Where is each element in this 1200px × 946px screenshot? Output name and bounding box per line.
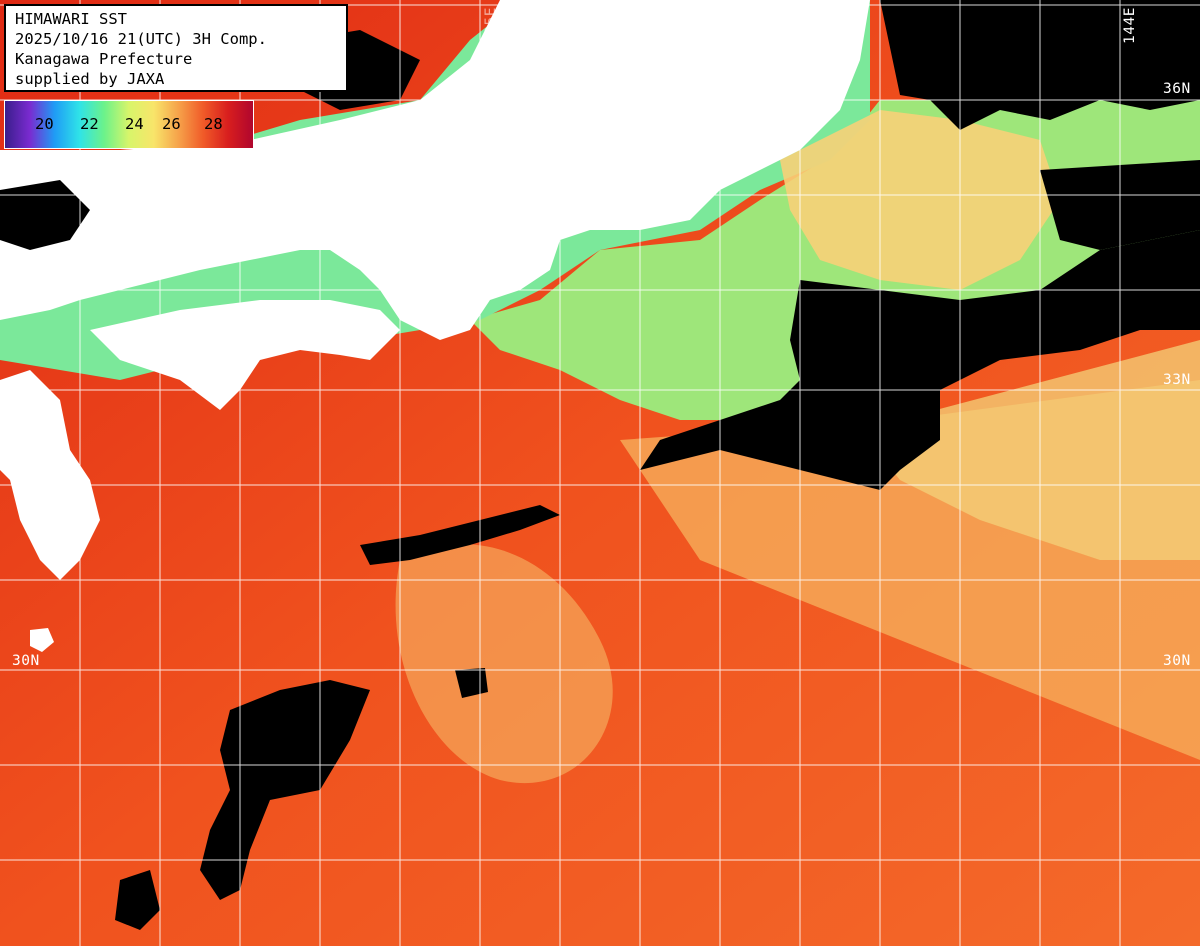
credit-text: supplied by JAXA [15,70,165,88]
cloud-northwest-1 [0,180,90,250]
lat-label-30n-right: 30N [1163,653,1191,669]
land-shikoku [90,300,400,410]
prefecture-text: Kanagawa Prefecture [15,50,193,68]
cloud-south-island [200,680,370,900]
scale-tick-24: 24 [125,115,144,133]
lon-label-135e: 135E [483,7,499,44]
cloud-east-band [640,230,1200,490]
pale-swirl [395,544,613,784]
land-honshu [0,0,870,340]
cloud-mid-streak [360,505,560,565]
scale-tick-22: 22 [80,115,99,133]
timestamp-text: 2025/10/16 21(UTC) 3H Comp. [15,30,267,48]
lat-label-36n: 36N [1163,81,1191,97]
lat-label-30n-left: 30N [12,653,40,669]
cloud-south-small [115,870,160,930]
land-kyushu [0,370,100,580]
lon-label-144e: 144E [1122,7,1138,44]
header-info-box: HIMAWARI SST 2025/10/16 21(UTC) 3H Comp.… [4,4,348,92]
scale-tick-28: 28 [204,115,223,133]
warm-kuroshio-edge [780,110,1060,290]
lat-label-33n: 33N [1163,372,1191,388]
scale-tick-26: 26 [162,115,181,133]
pale-yellow-region [860,340,1200,560]
temperature-color-scale: 20 22 24 26 28 [4,100,254,149]
scale-tick-20: 20 [35,115,54,133]
product-title: HIMAWARI SST [15,10,127,28]
land-tanegashima [30,628,54,652]
